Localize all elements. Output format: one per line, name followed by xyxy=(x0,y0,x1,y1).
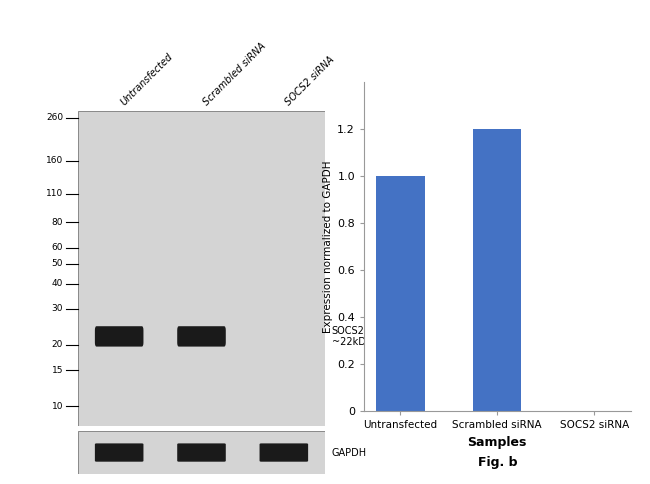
Text: GAPDH: GAPDH xyxy=(332,448,367,457)
X-axis label: Samples: Samples xyxy=(467,436,527,449)
Text: 30: 30 xyxy=(52,304,63,314)
Text: Untransfected: Untransfected xyxy=(119,51,176,107)
Bar xyxy=(473,129,521,411)
Text: Fig. b: Fig. b xyxy=(478,456,517,469)
Text: 15: 15 xyxy=(52,366,63,375)
FancyBboxPatch shape xyxy=(78,111,325,426)
Text: 260: 260 xyxy=(46,113,63,122)
FancyBboxPatch shape xyxy=(259,443,308,462)
Text: SOCS2 siRNA: SOCS2 siRNA xyxy=(284,54,337,107)
Text: 110: 110 xyxy=(46,190,63,198)
FancyBboxPatch shape xyxy=(78,431,325,474)
Text: SOCS2
~22kDa: SOCS2 ~22kDa xyxy=(332,326,371,347)
Text: 80: 80 xyxy=(52,218,63,227)
Text: 160: 160 xyxy=(46,156,63,166)
Text: 60: 60 xyxy=(52,243,63,252)
Bar xyxy=(376,176,424,411)
Text: 40: 40 xyxy=(52,279,63,288)
Y-axis label: Expression normalized to GAPDH: Expression normalized to GAPDH xyxy=(323,161,333,333)
Text: 20: 20 xyxy=(52,340,63,349)
Text: 50: 50 xyxy=(52,259,63,268)
Text: 10: 10 xyxy=(52,402,63,411)
Text: Scrambled siRNA: Scrambled siRNA xyxy=(202,41,268,107)
FancyBboxPatch shape xyxy=(177,443,226,462)
FancyBboxPatch shape xyxy=(95,443,144,462)
FancyBboxPatch shape xyxy=(95,326,144,347)
FancyBboxPatch shape xyxy=(177,326,226,347)
